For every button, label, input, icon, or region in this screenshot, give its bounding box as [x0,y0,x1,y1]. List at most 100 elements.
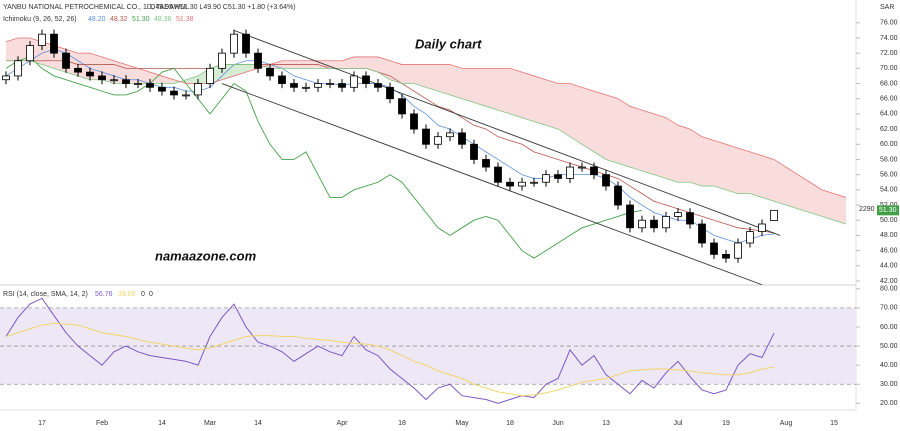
cloud [510,68,522,118]
cloud [570,83,582,145]
candle-body [86,71,94,77]
y-tick-label: 50.00 [880,343,898,350]
legend-value: 39.05 [118,291,136,298]
candle-body [518,181,526,187]
cloud [798,174,810,213]
cloud [834,193,846,225]
trendline [233,29,781,236]
rsi-title: RSI (14, close, SMA, 14, 2) [3,291,88,298]
cloud [594,91,606,160]
candle-body [62,52,70,69]
indicator-title: Ichimoku (9, 26, 52, 26) [3,16,77,23]
y-tick-label: 60.00 [880,324,898,331]
y-tick-label: 50.00 [880,217,898,224]
candle-body [662,216,670,229]
x-tick-label: Feb [96,420,108,427]
candle-body [386,86,394,100]
candle-body [278,75,286,84]
candle-body [110,79,118,82]
candle-body [122,79,130,84]
cloud [330,60,342,69]
cloud [702,136,714,187]
candle-body [362,75,370,84]
x-tick-label: 14 [254,420,262,427]
cloud [666,117,678,183]
candle-body [74,67,82,73]
candle-body [470,143,478,160]
cloud [630,106,642,171]
indicator-line [6,60,847,225]
price-tag [877,205,899,216]
y-tick-label: 42.00 [880,278,898,285]
candle-body [266,67,274,77]
cloud [450,64,462,99]
candle-body [26,45,34,62]
cloud [726,144,738,194]
indicator-line [5,56,643,259]
candle-body [734,242,742,259]
candle-body [326,83,334,85]
candle-body [578,166,586,169]
candle-body [746,231,754,244]
y-tick-label: 68.00 [880,80,898,87]
cloud [174,79,186,84]
candle-body [542,174,550,183]
candle-body [482,159,490,168]
candle-body [194,83,202,96]
candle-body [434,136,442,145]
legend-value: 0 [149,291,153,298]
candle-body [410,113,418,130]
legend-value: 56.76 [95,291,113,298]
candle-body [158,86,166,92]
x-tick-label: 18 [398,420,406,427]
cloud [462,68,474,103]
indicator-line [6,60,775,234]
cloud [654,113,666,179]
cloud [498,68,510,114]
y-tick-label: 54.00 [880,187,898,194]
candle-body [314,83,322,88]
rsi-line [5,297,775,404]
candle-body [626,204,634,229]
legend-value: 48.20 [88,16,106,23]
x-tick-label: 14 [158,420,166,427]
annotation: namaazone.com [155,248,257,263]
candle-body [554,174,562,179]
y-tick-label: 76.00 [880,20,898,27]
y-tick-label: 70.00 [880,305,898,312]
annotation: Daily chart [415,36,482,51]
candle-body [674,212,682,217]
candle-body [722,253,730,259]
trendline [221,83,763,286]
cloud [186,75,198,84]
price-tag-label: 51.30 [879,207,897,214]
y-tick-label: 74.00 [880,35,898,42]
cloud [762,155,774,202]
x-tick-label: May [455,420,469,427]
candle-body [458,132,466,145]
candle-body [758,223,766,233]
candle-body [506,181,514,187]
cloud [582,87,594,152]
cloud [810,182,822,217]
candle-body [590,166,598,176]
candle-body [602,174,610,187]
candle-body [302,86,310,89]
legend-value: 51.30 [132,16,150,23]
candle-body [14,60,22,77]
candle-body [374,83,382,88]
candle-body [242,33,250,54]
legend-value: 0 [141,291,145,298]
y-tick-label: 58.00 [880,156,898,163]
cloud [126,64,138,84]
cloud [162,75,174,84]
y-axis-label: SAR [880,4,894,11]
candle-body [566,166,574,179]
x-tick-label: Apr [337,420,349,427]
cloud [618,98,630,168]
y-tick-label: 20.00 [880,400,898,407]
chart-title: YANBU NATIONAL PETROCHEMICAL CO., 1D, TA… [3,4,189,11]
candle-body [350,75,358,88]
x-tick-label: 19 [722,420,730,427]
candle-body [398,98,406,115]
